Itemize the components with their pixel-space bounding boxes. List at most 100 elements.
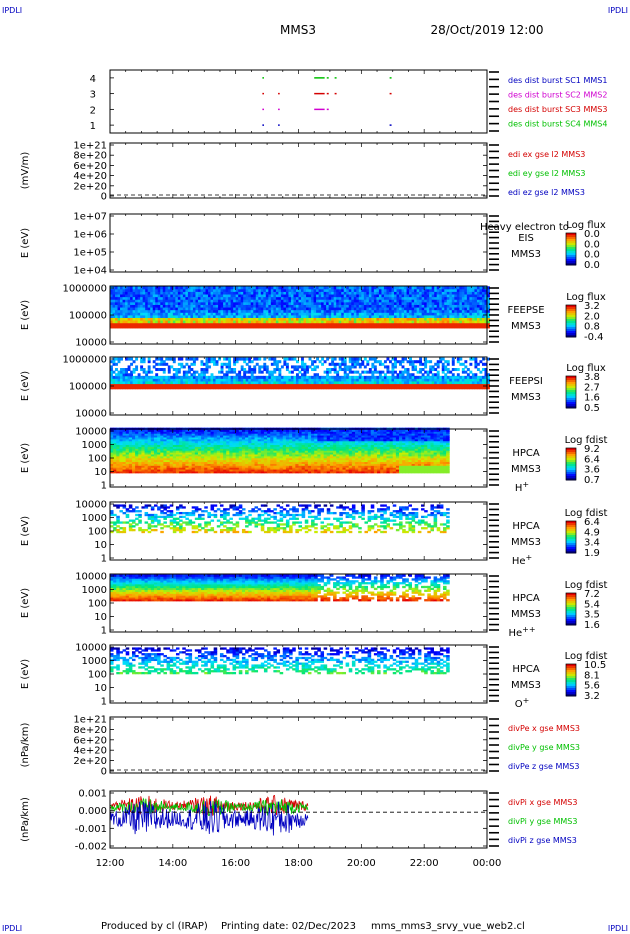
feepse-cell bbox=[195, 320, 199, 324]
feepsi-cell bbox=[268, 370, 272, 374]
feepsi-cell bbox=[152, 375, 156, 379]
feepse-cell bbox=[378, 299, 382, 303]
feepse-cell bbox=[270, 296, 274, 300]
feepsi-cell bbox=[137, 378, 141, 382]
hpca-h-cell bbox=[201, 465, 205, 468]
feepse-cell bbox=[449, 315, 453, 319]
feepse-cell bbox=[336, 288, 340, 292]
feepsi-cell bbox=[225, 370, 229, 374]
feepsi-cell bbox=[338, 365, 342, 369]
feepsi-cell bbox=[155, 381, 159, 385]
feepsi-cell bbox=[263, 378, 267, 382]
feepse-cell bbox=[172, 304, 176, 308]
feepse-cell bbox=[466, 288, 470, 292]
hpca-h-cell bbox=[150, 450, 155, 453]
feepsi-cell bbox=[228, 375, 232, 379]
hpca-h-cell bbox=[213, 429, 218, 432]
feepse-cell bbox=[424, 296, 428, 300]
hpca-h-cell bbox=[175, 435, 180, 438]
hpca-h-cell bbox=[135, 440, 139, 444]
feepsi-cell bbox=[182, 381, 186, 385]
feepse-cell bbox=[177, 315, 181, 319]
feepse-cell bbox=[117, 299, 121, 303]
feepse-cell bbox=[456, 320, 460, 324]
feepse-cell bbox=[235, 296, 239, 300]
feepsi-cell bbox=[250, 383, 254, 387]
hpca-h-cell bbox=[163, 461, 167, 464]
feepse-cell bbox=[434, 325, 438, 329]
hpca-h-cell bbox=[182, 467, 186, 470]
feepse-cell bbox=[333, 288, 337, 292]
feepse-cell bbox=[243, 307, 247, 311]
hpca-h-cell bbox=[125, 461, 130, 464]
feepse-cell bbox=[373, 286, 377, 290]
feepsi-cell bbox=[130, 381, 134, 385]
feepse-cell bbox=[245, 315, 249, 319]
feepsi-cell bbox=[283, 386, 287, 390]
feepsi-cbar-tick: 0.5 bbox=[584, 403, 600, 414]
hpca-h-cell bbox=[135, 457, 139, 461]
feepsi-cell bbox=[399, 381, 402, 385]
feepse-cell bbox=[160, 307, 164, 311]
feepsi-cell bbox=[394, 362, 397, 366]
feepsi-cell bbox=[278, 373, 282, 377]
feepse-cell bbox=[396, 307, 400, 311]
feepse-cell bbox=[469, 301, 473, 305]
feepsi-cell bbox=[469, 381, 473, 385]
hpca-h-cell bbox=[150, 438, 155, 442]
feepse-cell bbox=[233, 317, 237, 321]
hpca-h-cell bbox=[207, 435, 211, 438]
feepse-cell bbox=[368, 301, 372, 305]
feepse-cell bbox=[223, 304, 227, 308]
feepsi-cell bbox=[185, 383, 189, 387]
feepse-cell bbox=[278, 286, 282, 290]
feepse-cell bbox=[419, 312, 423, 316]
feepsi-cell bbox=[205, 365, 209, 369]
hpca-h-cell bbox=[135, 463, 139, 466]
feepsi-cell bbox=[414, 386, 418, 390]
feepse-cell bbox=[311, 299, 314, 303]
feepsi-cell bbox=[401, 386, 405, 390]
hpca-h-cell bbox=[201, 438, 205, 442]
feepse-cell bbox=[218, 309, 221, 313]
feepsi-cell bbox=[449, 375, 453, 379]
feepse-cell bbox=[328, 320, 332, 324]
feepse-cell bbox=[233, 325, 237, 329]
feepsi-cell bbox=[210, 373, 214, 377]
feepse-cell bbox=[386, 325, 390, 329]
feepse-cell bbox=[120, 291, 123, 295]
feepse-cell bbox=[220, 296, 224, 300]
feepse-cell bbox=[230, 325, 234, 329]
feepsi-cell bbox=[175, 375, 179, 379]
feepse-cell bbox=[456, 322, 460, 326]
feepsi-cell bbox=[484, 381, 488, 385]
feepse-cell bbox=[172, 296, 176, 300]
feepse-cell bbox=[142, 301, 146, 305]
feepsi-cell bbox=[333, 365, 337, 369]
hpca-h-cell bbox=[163, 457, 167, 461]
hpca-h-cell bbox=[182, 444, 186, 447]
feepsi-cell bbox=[142, 360, 146, 364]
hpca-h-cell bbox=[160, 438, 164, 442]
feepse-cell bbox=[421, 291, 425, 295]
feepse-cell bbox=[406, 325, 410, 329]
feepsi-cell bbox=[401, 378, 405, 382]
feepse-cell bbox=[223, 309, 227, 313]
feepse-cell bbox=[238, 294, 242, 298]
feepse-cell bbox=[356, 304, 360, 308]
feepse-cell bbox=[454, 317, 458, 321]
feepsi-cell bbox=[401, 375, 405, 379]
hpca-h-cell bbox=[194, 452, 199, 455]
feepse-cell bbox=[182, 317, 186, 321]
feepse-cell bbox=[298, 301, 302, 305]
feepse-cell bbox=[160, 286, 164, 290]
feepse-cell bbox=[449, 312, 453, 316]
feepse-cell bbox=[351, 309, 355, 313]
feepsi-cell bbox=[270, 375, 274, 379]
feepse-cell bbox=[265, 312, 269, 316]
feepsi-cell bbox=[190, 375, 194, 379]
feepse-cell bbox=[200, 315, 204, 319]
feepsi-cell bbox=[208, 386, 211, 390]
feepse-cell bbox=[125, 304, 128, 308]
